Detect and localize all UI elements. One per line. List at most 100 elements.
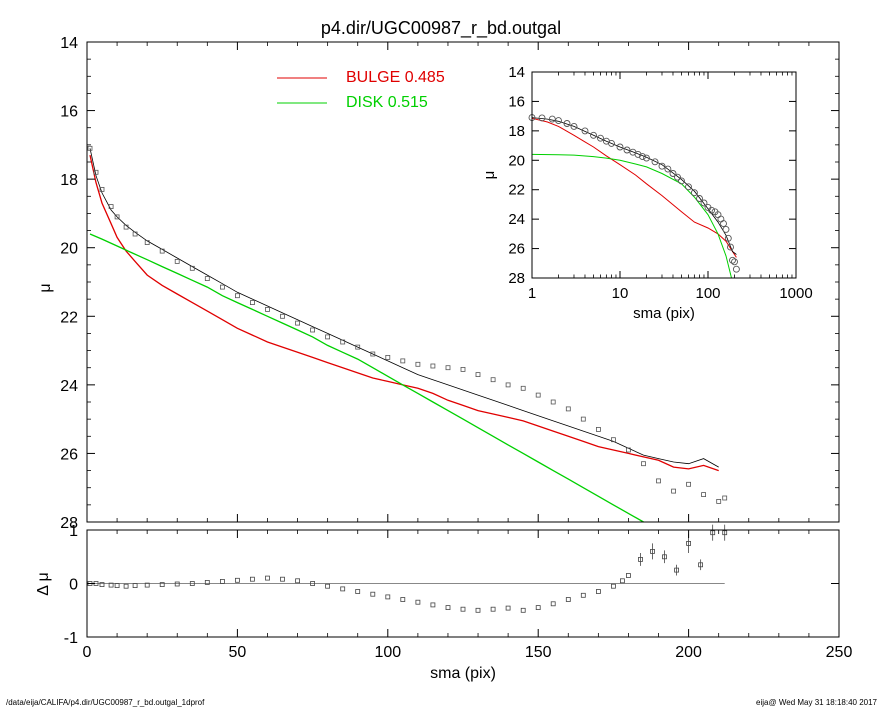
inset-data-point [623,146,631,154]
inset-bulge-line [531,117,737,258]
data-point [340,339,346,345]
data-point [520,385,526,391]
residual-point [550,601,556,607]
data-point [93,169,99,175]
data-point [580,416,586,422]
residual-point [144,582,150,588]
data-point [159,248,165,254]
inset-model-polyline [531,117,737,255]
inset-y-tick-label: 18 [508,123,525,140]
residual-point [123,583,129,589]
main-y-tick-label: 14 [60,35,78,52]
inset-x-tick-label: 10 [612,285,629,302]
inset-x-tick-label: 1 [528,285,536,302]
data-point [114,214,120,220]
inset-y-tick-label: 28 [508,270,525,287]
residual-point [280,576,285,582]
inset-data-point [664,165,672,173]
data-point [219,284,225,290]
model-line [89,148,719,468]
inset-data-point [722,225,730,233]
residual-point [234,577,240,583]
data-point [430,363,436,369]
data-point [400,358,406,364]
data-point [385,354,391,360]
data-point [445,365,451,371]
main-panel: 14 16 18 20 22 24 26 28 μ BULGE 0.485 DISK 0.51… [37,35,840,532]
main-y-tick-label: 20 [60,241,78,258]
x-tick-label: 150 [525,644,552,661]
x-tick-label: 200 [675,644,702,661]
data-point [310,327,316,333]
residual-y-tick-label: 1 [69,523,78,540]
data-point [355,344,361,350]
data-point [550,399,556,405]
residual-point [650,549,655,554]
main-y-tick-label: 28 [60,515,78,532]
residual-point [159,582,165,587]
residual-point [400,597,406,602]
inset-data-point [669,170,677,177]
residual-point [722,530,728,536]
data-point [144,240,150,246]
residual-point [295,578,301,584]
residual-panel: 0 50 100 150 200 250 -1 0 1 Δ μ sma (pix) [35,523,852,682]
residual-point [662,554,667,560]
x-tick-label: 50 [229,644,247,661]
main-y-tick-label: 16 [60,104,78,121]
inset-data-point [548,115,556,123]
inset-data-point [727,243,734,251]
data-point [716,498,722,504]
residual-point [611,583,616,589]
inset-frame [531,71,797,279]
legend-bulge-label: BULGE 0.485 [346,69,445,86]
residual-point [710,530,716,536]
inset-data-points [528,114,740,273]
residual-point [475,607,481,613]
footer-timestamp: eija@ Wed May 31 18:18:40 2017 [756,698,877,707]
data-point [234,293,240,299]
x-axis-label: sma (pix) [430,665,496,682]
inset-data-point [685,183,692,191]
main-y-tick-label: 26 [60,446,78,463]
residual-point [698,562,703,568]
inset-disk-line [531,153,732,279]
x-tick-label: 0 [83,644,92,661]
data-point [596,426,601,432]
inset-data-point [658,162,666,170]
main-y-tick-label: 24 [60,378,78,395]
residual-point [535,605,541,610]
bulge-line [89,154,719,472]
inset-data-point [690,189,698,197]
data-point [460,366,466,372]
residual-error-bars [640,524,726,576]
residual-point [638,557,643,562]
bulge-series-line [89,154,719,472]
disk-line [89,233,644,523]
residual-point [204,580,210,585]
residual-point [430,602,436,608]
data-point [535,392,541,398]
residual-point [355,589,361,594]
residual-point [310,581,316,586]
data-point [189,265,195,271]
inset-x-tick-label: 1000 [779,285,812,302]
data-point [475,372,481,378]
legend: BULGE 0.485 DISK 0.515 [277,69,445,111]
residual-point [189,581,195,586]
inset-data-point [732,265,740,273]
inset-data-point [616,143,624,151]
data-point [641,461,646,467]
model-series-line [89,148,719,468]
data-point [626,447,631,453]
data-point [132,231,138,237]
inset-bulge-polyline [531,117,737,258]
residual-point [565,597,571,602]
residual-point [174,581,180,587]
residual-y-axis-label: Δ μ [35,572,52,595]
data-point [505,382,511,388]
data-point [204,276,210,282]
residual-point [620,578,625,584]
residual-y-tick-label: -1 [64,630,78,647]
